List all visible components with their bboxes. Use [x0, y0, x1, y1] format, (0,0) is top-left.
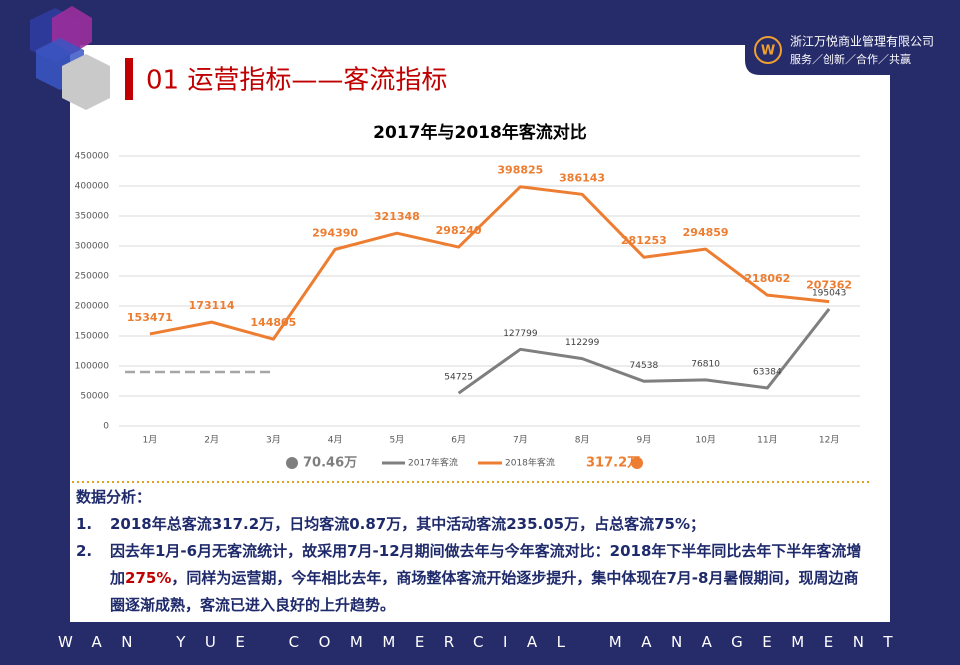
footer: WAN YUE COMMERCIAL MANAGEMENT — [58, 633, 913, 651]
data-label: 63384 — [753, 367, 782, 377]
x-tick-label: 4月 — [328, 435, 343, 446]
data-label: 294859 — [683, 226, 729, 239]
data-label: 153471 — [127, 311, 173, 324]
data-label: 298240 — [436, 224, 482, 237]
series-line — [149, 185, 830, 341]
slogan: 服务／创新／合作／共赢 — [790, 52, 911, 66]
y-tick-label: 200000 — [75, 302, 110, 312]
chart-title: 2017年与2018年客流对比 — [373, 122, 587, 143]
data-label: 386143 — [559, 171, 605, 184]
analysis-item: 1. 2018年总客流317.2万，日均客流0.87万，其中活动客流235.05… — [76, 511, 866, 538]
legend-total: 317.2万 — [586, 456, 640, 471]
x-tick-label: 3月 — [266, 435, 281, 446]
slide-title: 01 运营指标——客流指标 — [146, 66, 447, 96]
data-label: 127799 — [503, 329, 538, 339]
legend-label: 2018年客流 — [505, 457, 555, 469]
y-tick-label: 150000 — [75, 332, 110, 342]
x-tick-label: 1月 — [143, 435, 158, 446]
y-tick-label: 250000 — [75, 272, 110, 282]
y-tick-label: 400000 — [75, 182, 110, 192]
x-tick-label: 9月 — [637, 435, 652, 446]
text: 因去年1月-6月无客流统计，故采用7月-12月期间做去年与今年客流对比：2018… — [110, 542, 862, 587]
data-label: 218062 — [744, 272, 790, 285]
data-label: 112299 — [565, 338, 600, 348]
legend-total: 70.46万 — [303, 456, 357, 471]
data-label: 195043 — [812, 288, 846, 298]
y-tick-label: 0 — [103, 422, 109, 432]
hexagon — [62, 54, 110, 110]
y-tick-label: 300000 — [75, 242, 110, 252]
analysis: 数据分析： 1. 2018年总客流317.2万，日均客流0.87万，其中活动客流… — [76, 484, 866, 619]
highlight: 275% — [125, 569, 172, 587]
data-label: 207362 — [806, 279, 852, 292]
item-text: 因去年1月-6月无客流统计，故采用7月-12月期间做去年与今年客流对比：2018… — [110, 538, 866, 619]
x-tick-label: 11月 — [757, 435, 777, 446]
legend-label: 2017年客流 — [408, 457, 458, 469]
series-line — [457, 308, 831, 395]
data-label: 173114 — [189, 299, 235, 312]
legend-dot — [286, 457, 298, 469]
analysis-item: 2. 因去年1月-6月无客流统计，故采用7月-12月期间做去年与今年客流对比：2… — [76, 538, 866, 619]
logo — [754, 36, 782, 64]
text: ，同样为运营期，今年相比去年，商场整体客流开始逐步提升，集中体现在7月-8月暑假… — [110, 569, 859, 614]
data-label: 144805 — [250, 316, 296, 329]
panel — [70, 45, 890, 622]
y-tick-label: 450000 — [75, 152, 110, 162]
company: 浙江万悦商业管理有限公司 — [790, 34, 934, 49]
item-number: 2. — [76, 542, 93, 560]
x-tick-label: 10月 — [695, 435, 715, 446]
y-tick-label: 50000 — [80, 392, 109, 402]
title-bar — [125, 58, 133, 100]
logo-mark: W — [761, 44, 775, 59]
x-tick-label: 2月 — [204, 435, 219, 446]
analysis-heading: 数据分析： — [76, 488, 152, 506]
logo-box — [745, 28, 960, 75]
item-number: 1. — [76, 515, 93, 533]
data-label: 74538 — [630, 361, 659, 371]
y-tick-label: 350000 — [75, 212, 110, 222]
data-label: 398825 — [497, 164, 543, 177]
data-label: 76810 — [691, 359, 720, 369]
y-tick-label: 100000 — [75, 362, 110, 372]
data-label: 54725 — [444, 373, 473, 383]
x-tick-label: 5月 — [390, 435, 405, 446]
x-tick-label: 8月 — [575, 435, 590, 446]
item-text: 2018年总客流317.2万，日均客流0.87万，其中活动客流235.05万，占… — [110, 515, 705, 533]
data-label: 294390 — [312, 226, 358, 239]
x-tick-label: 6月 — [451, 435, 466, 446]
x-tick-label: 7月 — [513, 435, 528, 446]
data-label: 321348 — [374, 210, 420, 223]
data-label: 281253 — [621, 234, 667, 247]
x-tick-label: 12月 — [819, 435, 839, 446]
legend-dot — [631, 457, 643, 469]
